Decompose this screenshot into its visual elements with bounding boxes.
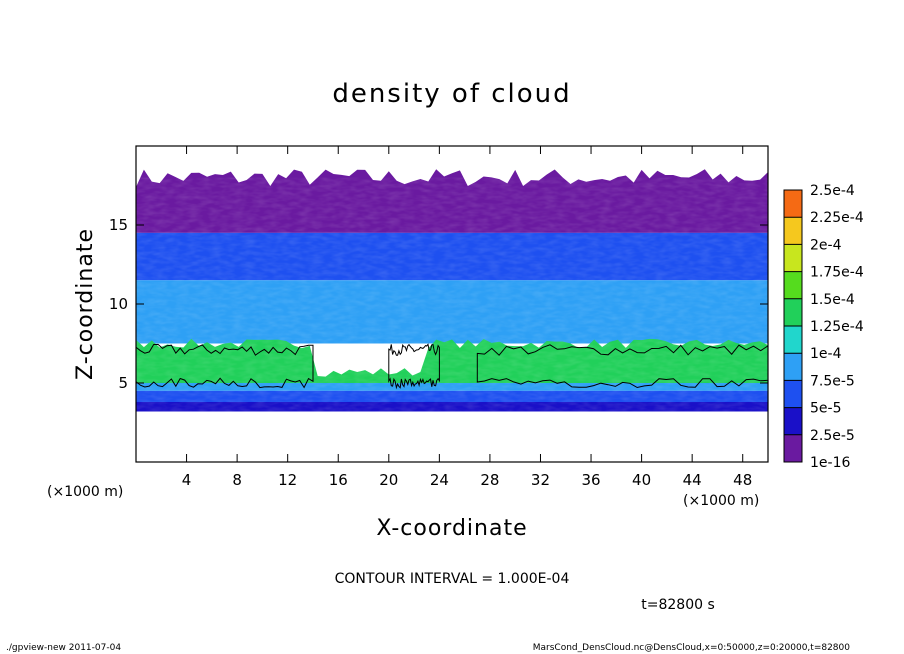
colorbar-swatch (784, 217, 802, 245)
time-text: t=82800 s (641, 597, 715, 613)
colorbar: 1e-16 2.5e-5 5e-5 7.5e-5 1e-4 1.25e-4 1.5e-4 1.… (783, 183, 864, 471)
colorbar-label: 2e-4 (810, 237, 842, 253)
x-tick-label: 32 (531, 471, 550, 489)
contour-lines (136, 343, 768, 390)
colorbar-swatch (784, 326, 802, 354)
colorbar-label: 1e-4 (810, 346, 842, 362)
y-axis-ticks: 5 10 15 (109, 216, 768, 392)
colorbar-label: 1e-16 (810, 455, 850, 471)
colorbar-label: 2.5e-5 (810, 428, 855, 444)
x-tick-label: 4 (182, 471, 192, 489)
x-tick-label: 48 (733, 471, 752, 489)
x-tick-label: 20 (379, 471, 398, 489)
colorbar-swatch (784, 407, 802, 435)
colorbar-swatch (784, 434, 802, 462)
x-axis-unit-left: (×1000 m) (47, 484, 123, 500)
colorbar-swatch (784, 190, 802, 218)
chart-title: density of cloud (332, 79, 571, 109)
heatmap-texture (136, 177, 768, 412)
colorbar-label: 1.25e-4 (810, 319, 864, 335)
contour-line (476, 344, 768, 389)
colorbar-swatch (784, 353, 802, 381)
x-tick-label: 44 (683, 471, 702, 489)
contour-line (136, 343, 314, 389)
x-tick-label: 24 (430, 471, 449, 489)
footer-left: ./gpview-new 2011-07-04 (6, 643, 121, 653)
colorbar-label: 7.5e-5 (810, 373, 855, 389)
x-tick-label: 8 (232, 471, 242, 489)
colorbar-label: 1.5e-4 (810, 292, 855, 308)
x-axis-unit-right: (×1000 m) (683, 493, 759, 509)
colorbar-label: 5e-5 (810, 401, 841, 417)
y-tick-label: 10 (109, 295, 128, 313)
x-axis-ticks: 4 8 12 16 20 24 28 32 36 40 44 48 (182, 146, 752, 489)
x-tick-label: 40 (632, 471, 651, 489)
footer-right: MarsCond_DensCloud.nc@DensCloud,x=0:5000… (533, 643, 850, 653)
colorbar-label: 2.5e-4 (810, 183, 855, 199)
x-tick-label: 28 (480, 471, 499, 489)
x-tick-label: 16 (329, 471, 348, 489)
heatmap-field (136, 169, 768, 412)
x-axis-label: X-coordinate (376, 516, 527, 541)
colorbar-swatch (784, 244, 802, 272)
contour-interval-text: CONTOUR INTERVAL = 1.000E-04 (335, 571, 570, 587)
x-tick-label: 12 (278, 471, 297, 489)
colorbar-label: 1.75e-4 (810, 265, 864, 281)
y-tick-label: 5 (118, 374, 128, 392)
colorbar-label: 2.25e-4 (810, 210, 864, 226)
x-tick-label: 36 (581, 471, 600, 489)
colorbar-swatch (784, 271, 802, 299)
colorbar-swatch (784, 380, 802, 408)
contour-line (388, 343, 440, 390)
y-tick-label: 15 (109, 216, 128, 234)
colorbar-swatch (784, 298, 802, 326)
y-axis-label: Z-coordinate (73, 228, 98, 380)
